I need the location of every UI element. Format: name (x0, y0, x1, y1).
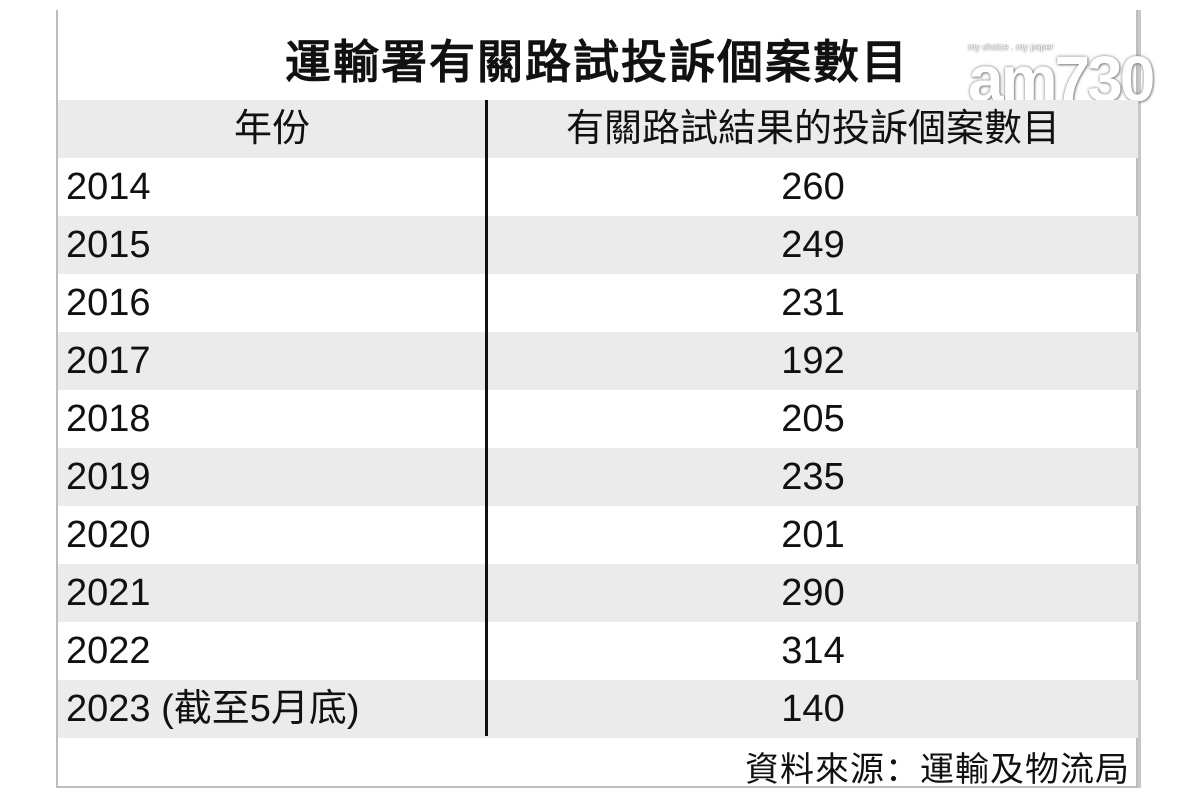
column-header-count: 有關路試結果的投訴個案數目 (565, 108, 1060, 150)
table-row: 2023 (截至5月底) 140 (58, 680, 1138, 738)
count-cell: 290 (781, 572, 845, 614)
source-note: 資料來源：運輸及物流局 (745, 751, 1130, 789)
table-row: 2018 205 (58, 390, 1138, 448)
table-row: 2016 231 (58, 274, 1138, 332)
table-row: 2015 249 (58, 216, 1138, 274)
count-cell: 231 (781, 282, 845, 324)
table-row: 2019 235 (58, 448, 1138, 506)
table-row: 2021 290 (58, 564, 1138, 622)
year-cell: 2022 (66, 630, 151, 672)
count-cell: 205 (781, 398, 845, 440)
count-cell: 140 (781, 688, 845, 730)
table-header: 年份 有關路試結果的投訴個案數目 (58, 100, 1138, 158)
year-cell: 2016 (66, 282, 151, 324)
year-cell: 2021 (66, 572, 151, 614)
column-header-year: 年份 (233, 108, 310, 150)
count-cell: 249 (781, 224, 845, 266)
table-frame (56, 10, 1138, 788)
frame-edge (1138, 10, 1141, 788)
count-cell: 314 (781, 630, 845, 672)
table-row: 2020 201 (58, 506, 1138, 564)
logo-tagline: my choice . my paper (968, 42, 1054, 52)
year-cell: 2017 (66, 340, 151, 382)
table-row: 2022 314 (58, 622, 1138, 680)
count-cell: 260 (781, 166, 845, 208)
am730-logo: am730 my choice . my paper (968, 38, 1155, 115)
year-cell: 2018 (66, 398, 151, 440)
year-cell: 2015 (66, 224, 151, 266)
count-cell: 235 (781, 456, 845, 498)
data-table: 年份 有關路試結果的投訴個案數目 2014 260 2015 249 2016 231 20… (58, 100, 1138, 738)
year-cell: 2020 (66, 514, 151, 556)
page-title: 運輸署有關路試投訴個案數目 (285, 36, 909, 88)
column-divider (485, 100, 488, 736)
count-cell: 192 (781, 340, 845, 382)
year-cell: 2014 (66, 166, 151, 208)
count-cell: 201 (781, 514, 845, 556)
year-cell: 2019 (66, 456, 151, 498)
year-cell: 2023 (截至5月底) (66, 688, 360, 730)
table-row: 2014 260 (58, 158, 1138, 216)
table-row: 2017 192 (58, 332, 1138, 390)
